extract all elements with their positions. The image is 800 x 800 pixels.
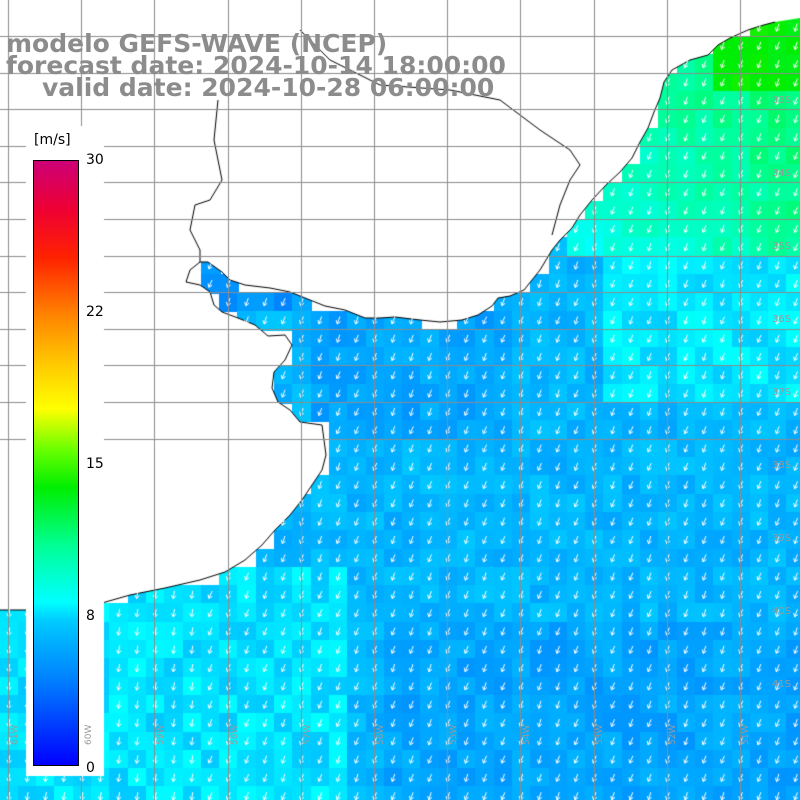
colorbar-tick-15: 15 <box>86 456 104 472</box>
lat-label: 34S <box>772 168 792 179</box>
lon-label: 52W <box>668 724 678 745</box>
lon-label: 57W <box>303 724 313 745</box>
colorbar <box>33 160 79 766</box>
lat-label: 38S <box>772 460 792 471</box>
colorbar-tick-30: 30 <box>86 152 104 168</box>
colorbar-tick-8: 8 <box>86 608 95 624</box>
lat-label: 36S <box>772 314 792 325</box>
lon-label: 56W <box>376 724 386 745</box>
lat-label: 40S <box>772 606 792 617</box>
lon-label: 60W <box>84 724 94 745</box>
lon-label: 59W <box>156 724 166 745</box>
lon-label: 58W <box>230 724 240 745</box>
colorbar-tick-0: 0 <box>86 760 95 776</box>
colorbar-unit: [m/s] <box>34 132 71 148</box>
colorbar-tick-22: 22 <box>86 304 104 320</box>
lat-label: 39S <box>772 533 792 544</box>
forecast-date: forecast date: 2024-10-14 18:00:00 <box>6 51 506 80</box>
model-title: modelo GEFS-WAVE (NCEP) <box>6 29 388 58</box>
lon-label: 61W <box>10 724 20 745</box>
lat-label: 37S <box>772 387 792 398</box>
lon-label: 51W <box>741 724 751 745</box>
lat-label: 41S <box>772 679 792 690</box>
lat-label: 35S <box>772 241 792 252</box>
lon-label: 54W <box>522 724 532 745</box>
lon-label: 55W <box>449 724 459 745</box>
lat-label: 33S <box>772 95 792 106</box>
valid-date: valid date: 2024-10-28 06:00:00 <box>42 73 495 102</box>
lon-label: 53W <box>595 724 605 745</box>
